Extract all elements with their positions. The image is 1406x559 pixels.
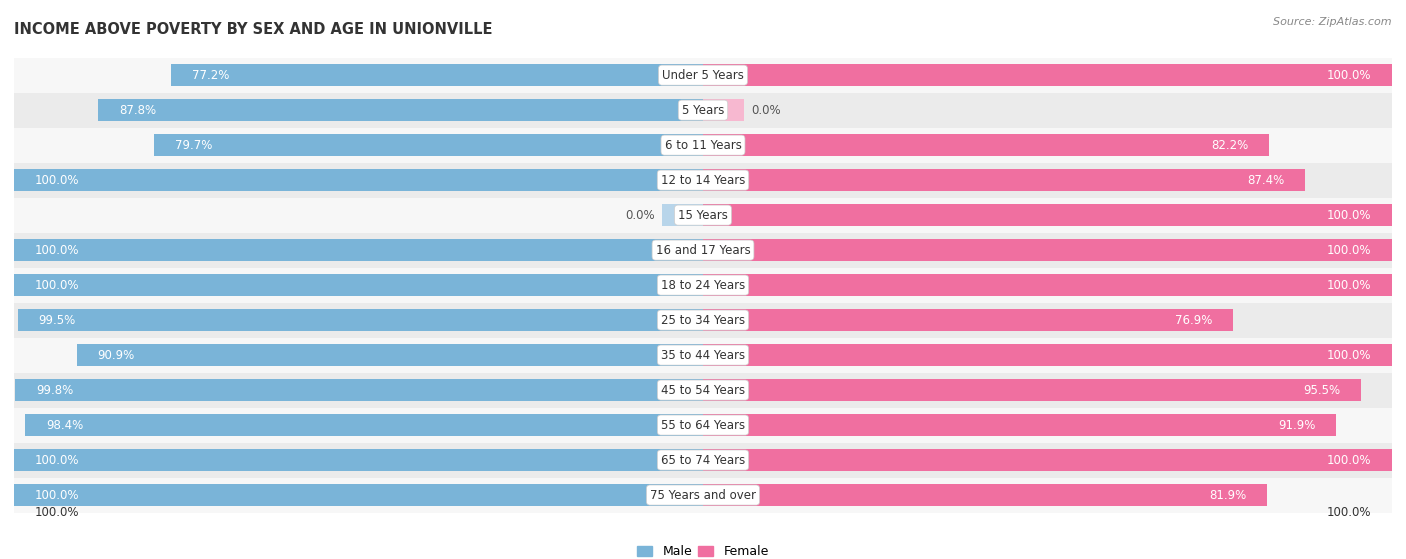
Bar	[703, 274, 1392, 296]
Text: 87.8%: 87.8%	[118, 103, 156, 117]
Text: 100.0%: 100.0%	[35, 453, 79, 467]
Text: 100.0%: 100.0%	[1327, 506, 1371, 519]
Text: 45 to 54 Years: 45 to 54 Years	[661, 383, 745, 396]
Bar	[14, 58, 1392, 93]
Bar	[77, 344, 703, 366]
Bar	[703, 449, 1392, 471]
Text: 16 and 17 Years: 16 and 17 Years	[655, 244, 751, 257]
Bar	[14, 338, 1392, 372]
Bar	[17, 309, 703, 331]
Text: 75 Years and over: 75 Years and over	[650, 489, 756, 501]
Bar	[14, 239, 703, 261]
Text: 76.9%: 76.9%	[1175, 314, 1212, 326]
Text: 100.0%: 100.0%	[35, 278, 79, 292]
Text: 55 to 64 Years: 55 to 64 Years	[661, 419, 745, 432]
Bar	[703, 169, 1305, 191]
Bar	[14, 408, 1392, 443]
Text: 6 to 11 Years: 6 to 11 Years	[665, 139, 741, 151]
Bar	[98, 100, 703, 121]
Text: 82.2%: 82.2%	[1212, 139, 1249, 151]
Text: 100.0%: 100.0%	[1327, 69, 1371, 82]
Bar	[14, 233, 1392, 268]
Bar	[14, 127, 1392, 163]
Text: 0.0%: 0.0%	[626, 209, 655, 221]
Bar	[703, 134, 1270, 156]
Text: INCOME ABOVE POVERTY BY SEX AND AGE IN UNIONVILLE: INCOME ABOVE POVERTY BY SEX AND AGE IN U…	[14, 22, 492, 37]
Text: Under 5 Years: Under 5 Years	[662, 69, 744, 82]
Bar	[703, 414, 1336, 436]
Bar	[14, 268, 1392, 302]
Text: 100.0%: 100.0%	[1327, 453, 1371, 467]
Legend: Male, Female: Male, Female	[633, 540, 773, 559]
Text: 95.5%: 95.5%	[1303, 383, 1340, 396]
Bar	[703, 204, 1392, 226]
Text: 90.9%: 90.9%	[97, 349, 135, 362]
Text: Source: ZipAtlas.com: Source: ZipAtlas.com	[1274, 17, 1392, 27]
Text: 18 to 24 Years: 18 to 24 Years	[661, 278, 745, 292]
Bar	[703, 309, 1233, 331]
Bar	[14, 169, 703, 191]
Text: 100.0%: 100.0%	[35, 506, 79, 519]
Text: 98.4%: 98.4%	[46, 419, 83, 432]
Text: 87.4%: 87.4%	[1247, 174, 1285, 187]
Bar	[15, 379, 703, 401]
Text: 100.0%: 100.0%	[1327, 278, 1371, 292]
Bar	[14, 484, 703, 506]
Bar	[14, 372, 1392, 408]
Bar	[14, 302, 1392, 338]
Bar	[14, 163, 1392, 198]
Text: 100.0%: 100.0%	[35, 174, 79, 187]
Bar	[14, 449, 703, 471]
Text: 0.0%: 0.0%	[751, 103, 780, 117]
Text: 100.0%: 100.0%	[1327, 244, 1371, 257]
Bar	[14, 477, 1392, 513]
Bar	[14, 198, 1392, 233]
Bar	[703, 239, 1392, 261]
Bar	[703, 379, 1361, 401]
Bar	[14, 93, 1392, 127]
Text: 100.0%: 100.0%	[35, 244, 79, 257]
Text: 35 to 44 Years: 35 to 44 Years	[661, 349, 745, 362]
Text: 12 to 14 Years: 12 to 14 Years	[661, 174, 745, 187]
Text: 81.9%: 81.9%	[1209, 489, 1247, 501]
Bar	[703, 64, 1392, 86]
Bar	[172, 64, 703, 86]
Text: 25 to 34 Years: 25 to 34 Years	[661, 314, 745, 326]
Text: 77.2%: 77.2%	[191, 69, 229, 82]
Text: 100.0%: 100.0%	[1327, 349, 1371, 362]
Text: 91.9%: 91.9%	[1278, 419, 1316, 432]
Bar	[25, 414, 703, 436]
Text: 100.0%: 100.0%	[1327, 209, 1371, 221]
Bar	[662, 204, 703, 226]
Bar	[14, 274, 703, 296]
Bar	[14, 443, 1392, 477]
Text: 65 to 74 Years: 65 to 74 Years	[661, 453, 745, 467]
Bar	[703, 344, 1392, 366]
Text: 5 Years: 5 Years	[682, 103, 724, 117]
Text: 99.8%: 99.8%	[37, 383, 73, 396]
Bar	[703, 484, 1267, 506]
Bar	[153, 134, 703, 156]
Bar	[703, 100, 744, 121]
Text: 15 Years: 15 Years	[678, 209, 728, 221]
Text: 99.5%: 99.5%	[38, 314, 76, 326]
Text: 79.7%: 79.7%	[174, 139, 212, 151]
Text: 100.0%: 100.0%	[35, 489, 79, 501]
